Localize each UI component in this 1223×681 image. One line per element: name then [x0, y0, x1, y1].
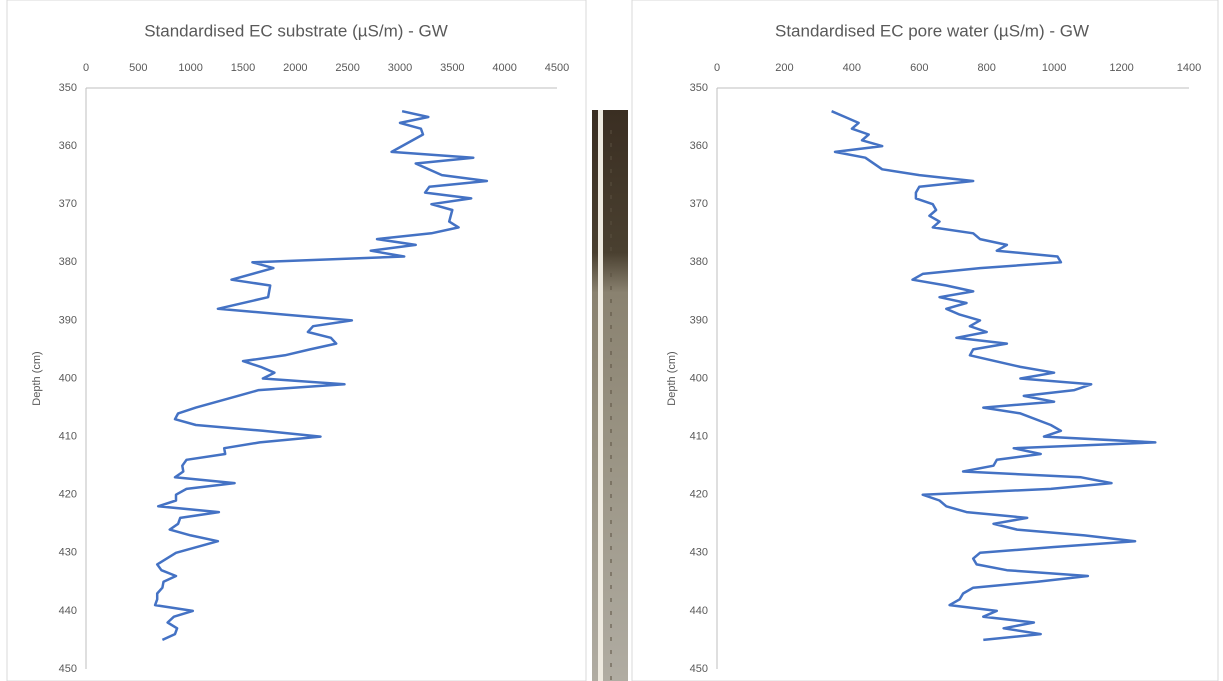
- y-tick-label: 420: [59, 489, 77, 501]
- x-tick-label: 1500: [231, 62, 255, 74]
- y-tick-label: 430: [690, 547, 708, 559]
- y-tick-label: 400: [690, 372, 708, 384]
- y-tick-label: 370: [59, 198, 77, 210]
- x-tick-label: 1000: [1042, 62, 1066, 74]
- x-tick-label: 1200: [1109, 62, 1133, 74]
- x-tick-label: 4500: [545, 62, 569, 74]
- y-tick-label: 380: [59, 256, 77, 268]
- x-tick-label: 1000: [178, 62, 202, 74]
- chart-frame: [7, 0, 586, 681]
- y-tick-label: 450: [690, 663, 708, 675]
- y-tick-label: 430: [59, 547, 77, 559]
- core-photo: [592, 110, 628, 681]
- y-tick-label: 400: [59, 372, 77, 384]
- x-tick-label: 2500: [335, 62, 359, 74]
- x-tick-label: 800: [978, 62, 996, 74]
- y-tick-label: 370: [690, 198, 708, 210]
- y-tick-label: 410: [59, 431, 77, 443]
- y-tick-label: 450: [59, 663, 77, 675]
- x-tick-label: 200: [775, 62, 793, 74]
- y-tick-label: 410: [690, 431, 708, 443]
- y-axis-label: Depth (cm): [31, 351, 43, 405]
- x-tick-label: 4000: [492, 62, 516, 74]
- y-tick-label: 390: [59, 314, 77, 326]
- y-tick-label: 360: [690, 140, 708, 152]
- y-tick-label: 440: [59, 605, 77, 617]
- y-tick-label: 360: [59, 140, 77, 152]
- x-tick-label: 1400: [1177, 62, 1201, 74]
- chart-title: Standardised EC pore water (µS/m) - GW: [775, 21, 1089, 40]
- figure: Standardised EC substrate (µS/m) - GW Dep…: [0, 0, 1223, 681]
- y-tick-label: 380: [690, 256, 708, 268]
- x-tick-label: 3500: [440, 62, 464, 74]
- y-tick-label: 390: [690, 314, 708, 326]
- x-tick-label: 600: [910, 62, 928, 74]
- y-tick-label: 350: [690, 82, 708, 94]
- chart-title: Standardised EC substrate (µS/m) - GW: [144, 21, 448, 40]
- y-tick-label: 420: [690, 489, 708, 501]
- x-tick-label: 500: [129, 62, 147, 74]
- x-tick-label: 3000: [388, 62, 412, 74]
- x-tick-label: 2000: [283, 62, 307, 74]
- x-tick-label: 0: [714, 62, 720, 74]
- chart-frame: [632, 0, 1218, 681]
- y-tick-label: 350: [59, 82, 77, 94]
- y-tick-label: 440: [690, 605, 708, 617]
- y-axis-label: Depth (cm): [666, 351, 678, 405]
- x-tick-label: 0: [83, 62, 89, 74]
- x-tick-label: 400: [843, 62, 861, 74]
